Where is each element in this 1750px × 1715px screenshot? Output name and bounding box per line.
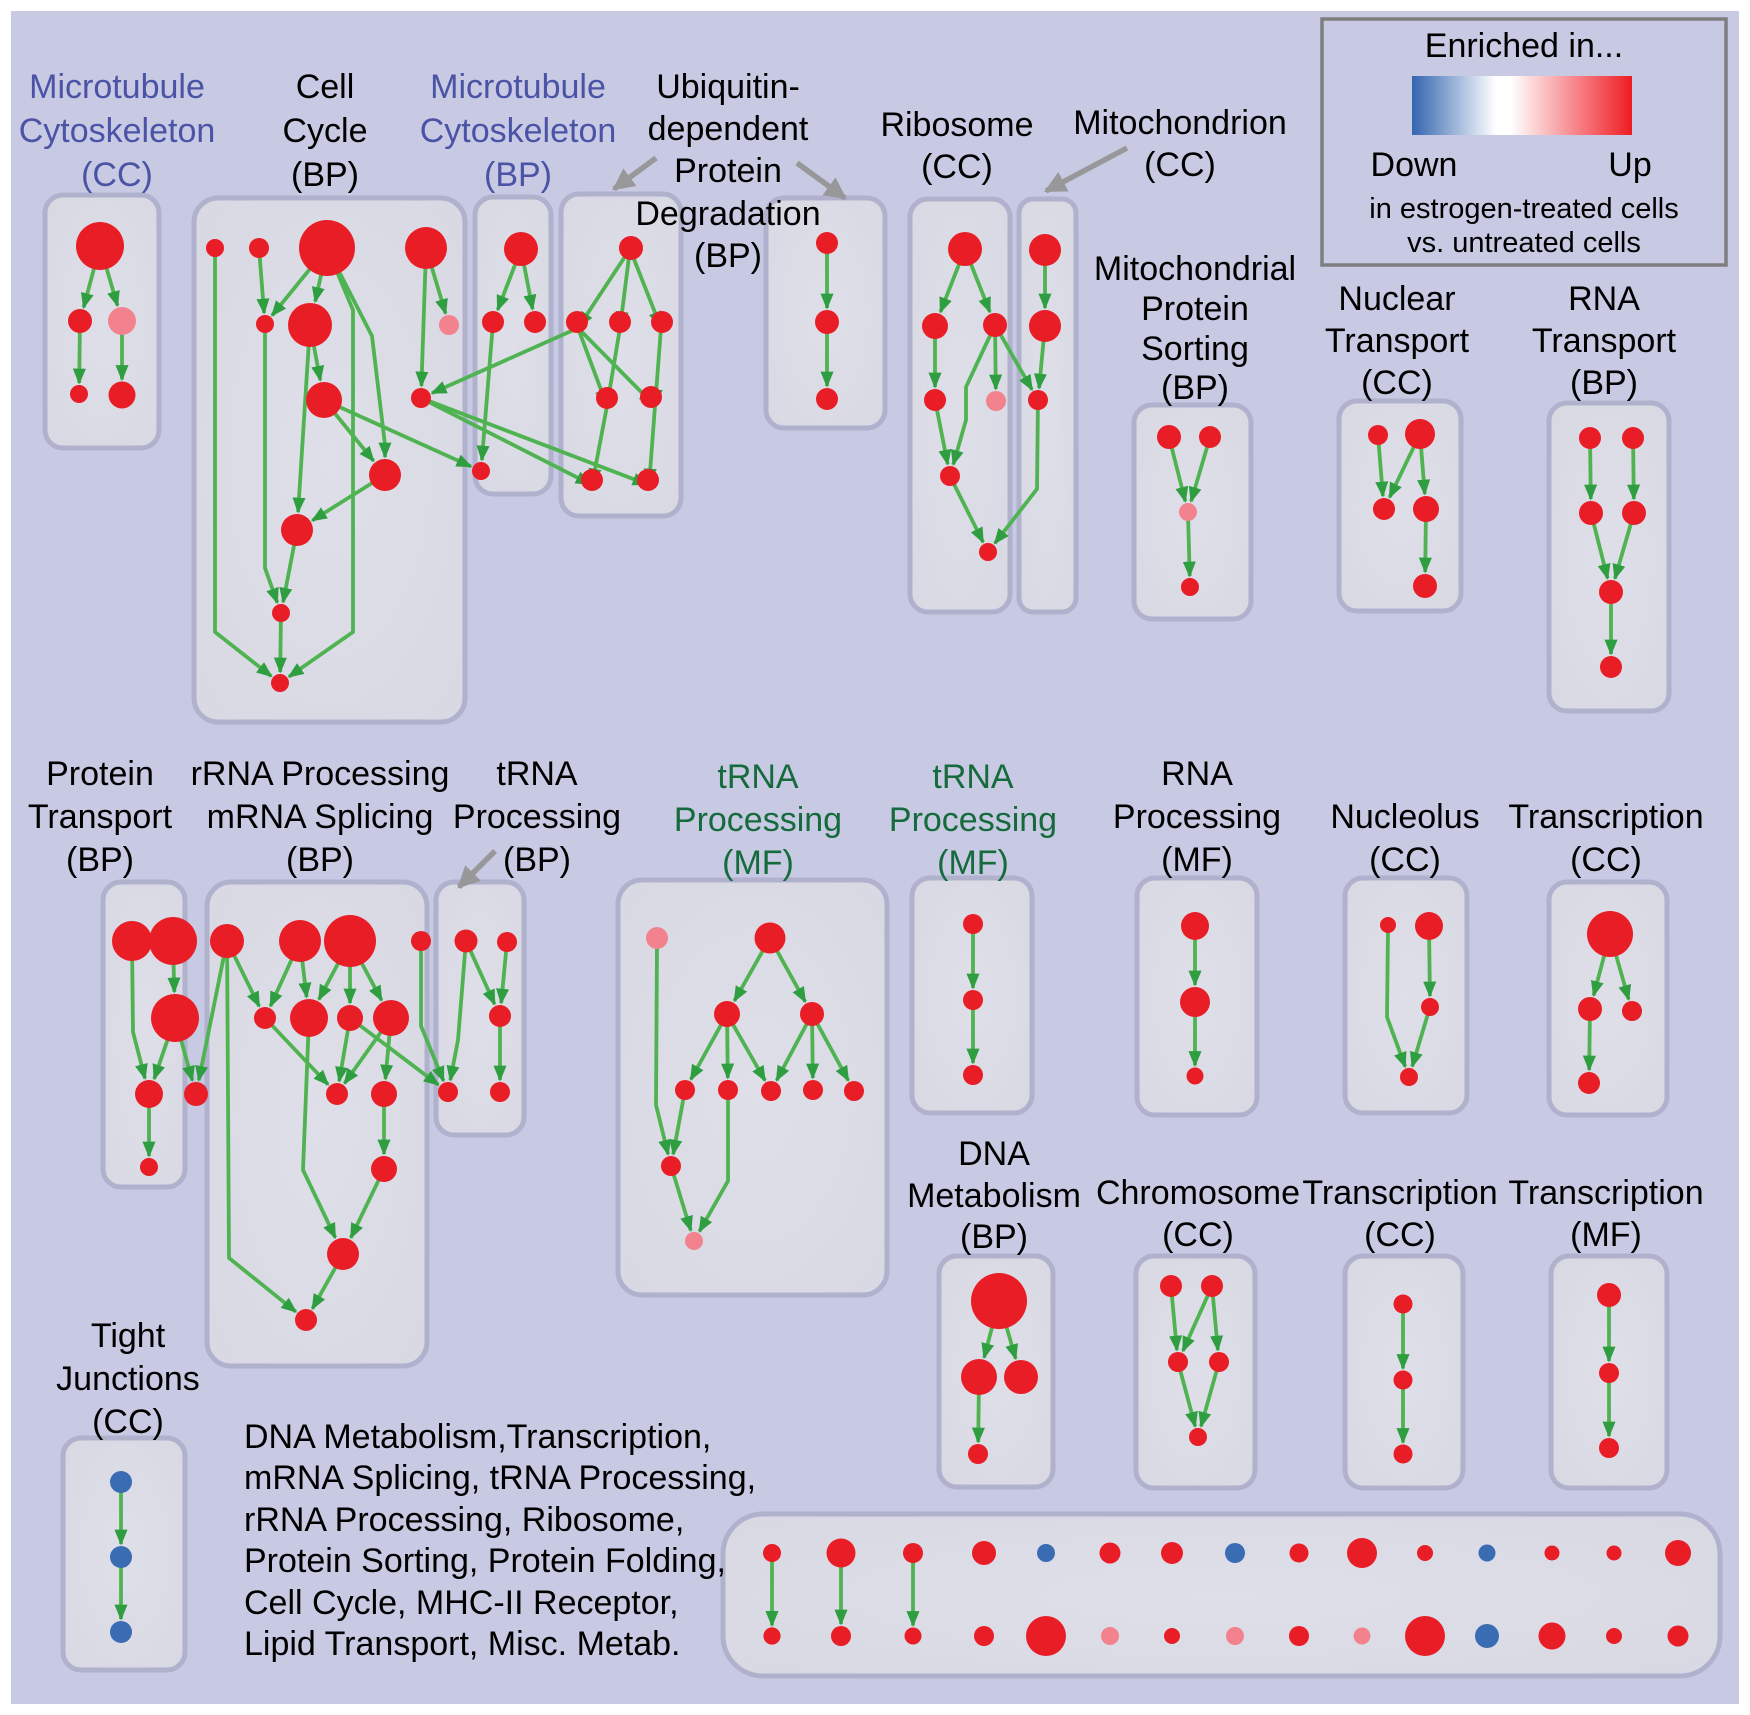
svg-text:Mitochondrial: Mitochondrial: [1094, 250, 1296, 288]
svg-text:dependent: dependent: [648, 110, 809, 148]
svg-text:(CC): (CC): [1369, 841, 1441, 879]
svg-text:rRNA Processing, Ribosome,: rRNA Processing, Ribosome,: [244, 1501, 684, 1539]
svg-text:Lipid Transport, Misc. Metab.: Lipid Transport, Misc. Metab.: [244, 1625, 681, 1663]
svg-text:Down: Down: [1371, 146, 1458, 184]
svg-text:(CC): (CC): [81, 156, 153, 194]
svg-text:Degradation: Degradation: [635, 195, 820, 233]
svg-text:Transcription: Transcription: [1508, 798, 1703, 836]
svg-text:Processing: Processing: [889, 801, 1057, 839]
svg-text:(BP): (BP): [66, 841, 134, 879]
svg-text:(CC): (CC): [92, 1403, 164, 1441]
svg-text:Microtubule: Microtubule: [430, 68, 606, 106]
svg-text:(BP): (BP): [286, 841, 354, 879]
svg-text:Enriched in...: Enriched in...: [1425, 27, 1623, 65]
svg-text:Protein: Protein: [46, 755, 154, 793]
svg-text:Protein: Protein: [1141, 290, 1249, 328]
svg-text:Nuclear: Nuclear: [1338, 280, 1455, 318]
svg-text:Tight: Tight: [91, 1317, 166, 1355]
svg-text:Transport: Transport: [1532, 322, 1677, 360]
svg-text:RNA: RNA: [1161, 755, 1233, 793]
svg-text:(CC): (CC): [1144, 146, 1216, 184]
svg-text:Mitochondrion: Mitochondrion: [1073, 104, 1287, 142]
svg-text:rRNA Processing: rRNA Processing: [191, 755, 450, 793]
svg-text:Processing: Processing: [453, 798, 621, 836]
svg-text:(BP): (BP): [291, 156, 359, 194]
svg-text:Transcription: Transcription: [1302, 1174, 1497, 1212]
svg-text:mRNA Splicing, tRNA Processing: mRNA Splicing, tRNA Processing,: [244, 1459, 756, 1497]
svg-text:(MF): (MF): [937, 844, 1009, 882]
svg-text:Metabolism: Metabolism: [907, 1177, 1081, 1215]
svg-text:Sorting: Sorting: [1141, 330, 1249, 368]
svg-text:(CC): (CC): [1361, 364, 1433, 402]
svg-text:Junctions: Junctions: [56, 1360, 200, 1398]
svg-text:(BP): (BP): [1570, 364, 1638, 402]
svg-text:tRNA: tRNA: [496, 755, 578, 793]
svg-text:Ribosome: Ribosome: [880, 106, 1033, 144]
svg-text:Cell Cycle, MHC-II Receptor,: Cell Cycle, MHC-II Receptor,: [244, 1584, 679, 1622]
svg-text:in estrogen-treated cells: in estrogen-treated cells: [1369, 193, 1679, 225]
svg-text:(MF): (MF): [1161, 841, 1233, 879]
svg-text:Cycle: Cycle: [282, 112, 367, 150]
svg-text:(MF): (MF): [722, 844, 794, 882]
svg-text:RNA: RNA: [1568, 280, 1640, 318]
svg-text:(MF): (MF): [1570, 1216, 1642, 1254]
svg-text:tRNA: tRNA: [932, 758, 1014, 796]
svg-text:DNA: DNA: [958, 1135, 1030, 1173]
svg-text:Cell: Cell: [296, 68, 355, 106]
svg-text:(BP): (BP): [960, 1218, 1028, 1256]
svg-text:tRNA: tRNA: [717, 758, 799, 796]
svg-text:Transcription: Transcription: [1508, 1174, 1703, 1212]
svg-text:Cytoskeleton: Cytoskeleton: [420, 112, 617, 150]
svg-text:vs. untreated cells: vs. untreated cells: [1407, 227, 1641, 259]
svg-text:mRNA Splicing: mRNA Splicing: [207, 798, 434, 836]
svg-text:(BP): (BP): [694, 237, 762, 275]
svg-text:Processing: Processing: [1113, 798, 1281, 836]
svg-text:(CC): (CC): [1570, 841, 1642, 879]
svg-text:Protein: Protein: [674, 152, 782, 190]
svg-text:Nucleolus: Nucleolus: [1330, 798, 1479, 836]
svg-text:(CC): (CC): [1162, 1216, 1234, 1254]
svg-text:(CC): (CC): [1364, 1216, 1436, 1254]
svg-text:Up: Up: [1608, 146, 1651, 184]
svg-text:(BP): (BP): [484, 156, 552, 194]
svg-text:(BP): (BP): [503, 841, 571, 879]
svg-text:Processing: Processing: [674, 801, 842, 839]
svg-text:Protein Sorting, Protein Foldi: Protein Sorting, Protein Folding,: [244, 1542, 726, 1580]
svg-text:DNA Metabolism,Transcription,: DNA Metabolism,Transcription,: [244, 1418, 711, 1456]
svg-text:Microtubule: Microtubule: [29, 68, 205, 106]
svg-text:Chromosome: Chromosome: [1096, 1174, 1300, 1212]
svg-text:(CC): (CC): [921, 148, 993, 186]
svg-text:Ubiquitin-: Ubiquitin-: [656, 68, 800, 106]
svg-text:Transport: Transport: [28, 798, 173, 836]
svg-text:Cytoskeleton: Cytoskeleton: [19, 112, 216, 150]
svg-text:Transport: Transport: [1325, 322, 1470, 360]
svg-text:(BP): (BP): [1161, 369, 1229, 407]
